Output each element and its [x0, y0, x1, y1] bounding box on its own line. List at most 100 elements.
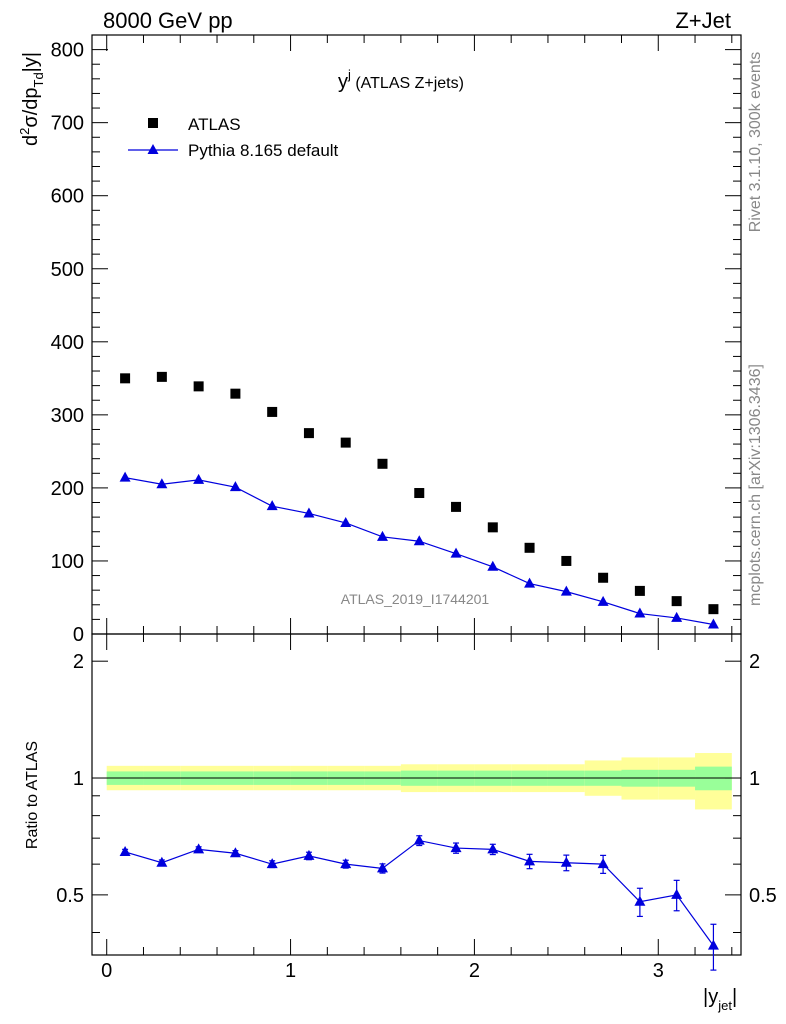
- ylabel-sigma: σ/dp: [20, 87, 42, 127]
- pythia-data-point: [707, 618, 719, 629]
- pythia-data-point: [413, 535, 425, 546]
- atlas-data-point: [598, 572, 609, 583]
- mcplots-label: mcplots.cern.ch [arXiv:1306.3436]: [747, 364, 764, 606]
- xlabel-end: |: [732, 986, 737, 1008]
- atlas-data-point: [561, 555, 572, 566]
- ratio-data-point: [450, 842, 462, 853]
- legend-pythia-label: Pythia 8.165 default: [188, 141, 339, 160]
- top-ytick-label: 300: [51, 405, 84, 427]
- legend-pythia-marker: [147, 144, 159, 154]
- atlas-data-point: [634, 585, 645, 596]
- atlas-data-point: [671, 596, 682, 607]
- atlas-data-point: [303, 428, 314, 439]
- ratio-data-point: [156, 856, 168, 867]
- ratio-data-point: [229, 847, 241, 858]
- pythia-data-point: [634, 607, 646, 618]
- top-ytick-label: 500: [51, 259, 84, 281]
- atlas-data-point: [340, 437, 351, 448]
- ratio-uncertainty-bands: [106, 753, 732, 810]
- ratio-data-point: [634, 895, 646, 906]
- plot-title-main: y: [338, 71, 348, 93]
- ratio-panel-data: [119, 834, 719, 971]
- plot-title-sup: j: [347, 67, 351, 82]
- xtick-label: 3: [653, 960, 664, 982]
- ratio-data-point: [266, 858, 278, 869]
- xtick-label: 1: [285, 960, 296, 982]
- ratio-ytick-label-right: 2: [749, 651, 760, 673]
- atlas-data-point: [267, 406, 278, 417]
- ratio-data-point: [413, 834, 425, 845]
- atlas-data-point: [377, 458, 388, 469]
- ratio-ytick-label-left: 2: [73, 651, 84, 673]
- atlas-data-point: [708, 604, 719, 615]
- pythia-data-point: [560, 585, 572, 596]
- pythia-data-point: [193, 473, 205, 484]
- ratio-data-point: [303, 849, 315, 860]
- top-y-axis-label: d2σ/dpTd|y|: [17, 52, 46, 146]
- atlas-data-point: [230, 388, 241, 399]
- ratio-data-point: [193, 843, 205, 854]
- atlas-data-point: [414, 488, 425, 499]
- atlas-data-point: [524, 542, 535, 553]
- bottom-y-axis-label: Ratio to ATLAS: [24, 741, 41, 849]
- legend: ATLAS Pythia 8.165 default: [128, 115, 339, 160]
- ratio-data-point: [376, 862, 388, 873]
- top-panel-data: [119, 371, 719, 629]
- ylabel-d: d: [20, 135, 42, 146]
- pythia-data-point: [156, 478, 168, 489]
- header-energy-label: 8000 GeV pp: [103, 8, 233, 33]
- ratio-data-point: [597, 858, 609, 869]
- legend-atlas-label: ATLAS: [188, 115, 241, 134]
- xlabel-main: |y: [703, 986, 718, 1008]
- plot-frames: [91, 34, 742, 956]
- rivet-version-label: Rivet 3.1.10, 300k events: [747, 52, 764, 233]
- top-ytick-label: 100: [51, 551, 84, 573]
- pythia-data-point: [340, 516, 352, 527]
- pythia-data-point: [303, 507, 315, 518]
- plot-title: yj (ATLAS Z+jets): [338, 67, 464, 93]
- pythia-data-point: [266, 500, 278, 511]
- top-ytick-label: 200: [51, 478, 84, 500]
- ratio-panel-frame: [91, 633, 742, 956]
- ratio-data-point: [707, 939, 719, 950]
- axis-ticks: [92, 35, 741, 955]
- plot-title-suffix: (ATLAS Z+jets): [351, 75, 464, 92]
- xlabel-sub: jet: [717, 998, 732, 1013]
- x-axis-label: |yjet|: [703, 986, 737, 1013]
- analysis-watermark: ATLAS_2019_I1744201: [341, 591, 490, 607]
- top-ytick-label: 400: [51, 332, 84, 354]
- top-ytick-label: 800: [51, 40, 84, 62]
- ratio-line: [124, 839, 714, 946]
- ratio-data-point: [487, 843, 499, 854]
- axis-tick-labels: 0 100 200 300 400 500 600 700 800 0.5 0.5 1 1 2 2 0 1 2 3: [51, 40, 777, 982]
- atlas-data-point: [120, 373, 131, 384]
- ratio-data-point: [340, 858, 352, 869]
- pythia-data-point: [597, 595, 609, 606]
- ratio-data-point: [671, 888, 683, 899]
- pythia-data-point: [487, 560, 499, 571]
- pythia-data-point: [229, 481, 241, 492]
- xtick-label: 2: [469, 960, 480, 982]
- ratio-ytick-label-right: 1: [749, 768, 760, 790]
- ylabel-power: 2: [17, 128, 32, 135]
- pythia-data-point: [524, 577, 536, 588]
- legend-atlas-marker: [148, 118, 158, 128]
- atlas-data-point: [451, 501, 462, 512]
- xtick-label: 0: [101, 960, 112, 982]
- ratio-ytick-label-right: 0.5: [749, 885, 777, 907]
- ratio-data-point: [524, 855, 536, 866]
- ylabel-td: Td: [31, 72, 46, 87]
- top-ytick-label: 700: [51, 113, 84, 135]
- top-ytick-label: 0: [73, 624, 84, 646]
- ratio-ytick-label-left: 1: [73, 768, 84, 790]
- top-ytick-label: 600: [51, 186, 84, 208]
- atlas-data-point: [193, 381, 204, 392]
- ratio-ytick-label-left: 0.5: [56, 885, 84, 907]
- ratio-data-point: [119, 845, 131, 856]
- ylabel-absy: |y|: [20, 52, 42, 72]
- pythia-data-point: [450, 547, 462, 558]
- atlas-data-point: [487, 522, 498, 533]
- pythia-data-point: [671, 611, 683, 622]
- ratio-data-point: [560, 856, 572, 867]
